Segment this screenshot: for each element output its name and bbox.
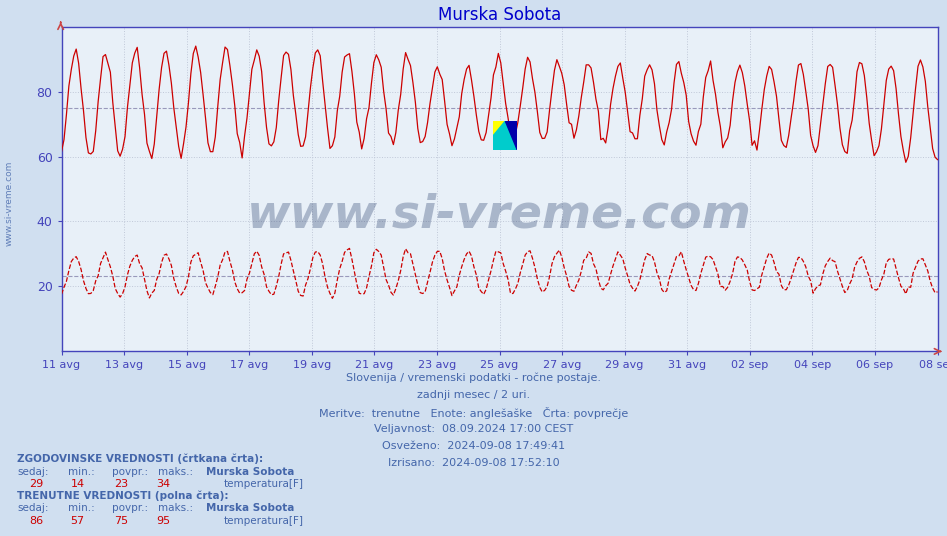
Title: Murska Sobota: Murska Sobota	[438, 6, 562, 24]
Text: 29: 29	[28, 479, 44, 489]
Text: 86: 86	[29, 516, 43, 526]
Text: 23: 23	[115, 479, 128, 489]
Polygon shape	[493, 121, 506, 136]
Text: 57: 57	[71, 516, 84, 526]
Text: Izrisano:  2024-09-08 17:52:10: Izrisano: 2024-09-08 17:52:10	[387, 458, 560, 468]
Text: povpr.:: povpr.:	[112, 467, 148, 477]
Text: min.:: min.:	[68, 503, 95, 513]
Text: ZGODOVINSKE VREDNOSTI (črtkana črta):: ZGODOVINSKE VREDNOSTI (črtkana črta):	[17, 453, 263, 464]
Text: Slovenija / vremenski podatki - ročne postaje.: Slovenija / vremenski podatki - ročne po…	[346, 373, 601, 383]
Text: 34: 34	[156, 479, 170, 489]
Text: min.:: min.:	[68, 467, 95, 477]
Text: Murska Sobota: Murska Sobota	[206, 467, 295, 477]
Polygon shape	[506, 121, 517, 150]
Polygon shape	[493, 121, 517, 150]
Text: www.si-vreme.com: www.si-vreme.com	[247, 192, 752, 237]
Text: maks.:: maks.:	[158, 503, 193, 513]
Text: Osveženo:  2024-09-08 17:49:41: Osveženo: 2024-09-08 17:49:41	[382, 441, 565, 451]
Text: temperatura[F]: temperatura[F]	[223, 479, 303, 489]
Text: www.si-vreme.com: www.si-vreme.com	[5, 161, 14, 247]
Text: maks.:: maks.:	[158, 467, 193, 477]
Text: 95: 95	[156, 516, 170, 526]
Text: sedaj:: sedaj:	[17, 467, 48, 477]
Text: 75: 75	[115, 516, 128, 526]
Text: 14: 14	[71, 479, 84, 489]
Text: Meritve:  trenutne   Enote: anglešaške   Črta: povprečje: Meritve: trenutne Enote: anglešaške Črta…	[319, 407, 628, 419]
Text: temperatura[F]: temperatura[F]	[223, 516, 303, 526]
Text: Veljavnost:  08.09.2024 17:00 CEST: Veljavnost: 08.09.2024 17:00 CEST	[374, 424, 573, 434]
Text: Murska Sobota: Murska Sobota	[206, 503, 295, 513]
Text: zadnji mesec / 2 uri.: zadnji mesec / 2 uri.	[417, 390, 530, 400]
Text: TRENUTNE VREDNOSTI (polna črta):: TRENUTNE VREDNOSTI (polna črta):	[17, 490, 228, 501]
Text: sedaj:: sedaj:	[17, 503, 48, 513]
Text: povpr.:: povpr.:	[112, 503, 148, 513]
